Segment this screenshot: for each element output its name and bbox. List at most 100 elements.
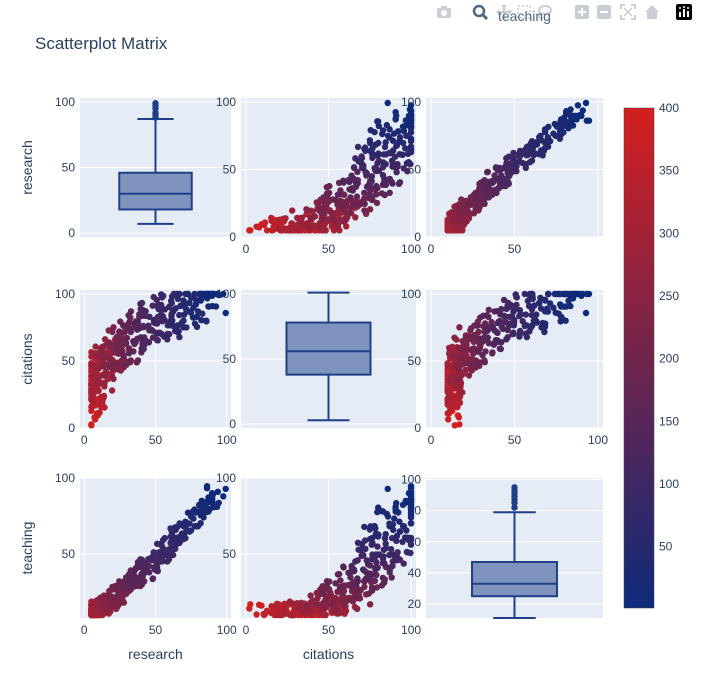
scatter-point xyxy=(193,323,201,330)
y-tick-label: 50 xyxy=(408,354,422,368)
scatter-point xyxy=(314,601,322,608)
scatter-teaching-vs-research xyxy=(88,483,229,619)
scatter-point xyxy=(340,563,347,570)
camera-icon[interactable] xyxy=(436,4,452,20)
scatter-point xyxy=(361,537,369,544)
scatter-point xyxy=(354,539,362,546)
scatter-point xyxy=(127,308,135,315)
scatter-point xyxy=(407,102,415,109)
scatter-point xyxy=(320,215,327,222)
scatter-point xyxy=(451,334,458,341)
scatter-point xyxy=(184,290,192,298)
scatter-point xyxy=(323,193,331,200)
zoom-out-icon[interactable] xyxy=(596,4,612,20)
scatter-point xyxy=(407,107,415,114)
scatter-point xyxy=(583,117,590,124)
scatter-point xyxy=(373,182,380,190)
plotly-logo-icon[interactable] xyxy=(676,4,692,20)
scatter-point xyxy=(563,109,570,116)
scatter-point xyxy=(330,227,338,234)
scatter-point xyxy=(582,309,590,317)
scatter-point xyxy=(332,580,339,587)
y-tick-label: 100 xyxy=(55,471,75,485)
scatter-point xyxy=(388,157,396,164)
scatter-point xyxy=(380,546,387,553)
scatter-point xyxy=(151,316,158,324)
scatter-point xyxy=(528,290,536,298)
scatter-point xyxy=(176,333,183,341)
scatter-point xyxy=(341,601,348,608)
scatter-point xyxy=(108,387,116,394)
zoom-icon[interactable] xyxy=(472,4,488,20)
scatter-point xyxy=(579,107,586,114)
scatter-point xyxy=(212,503,220,510)
scatter-point xyxy=(246,227,253,234)
scatter-point xyxy=(367,523,374,530)
scatter-point xyxy=(574,102,582,109)
scatter-point xyxy=(531,302,538,309)
scatter-point xyxy=(396,179,404,186)
scatter-research-vs-citations xyxy=(246,99,415,234)
scatter-point xyxy=(134,325,142,333)
scatter-point xyxy=(379,127,387,134)
zoom-in-icon[interactable] xyxy=(574,4,590,20)
scatter-point xyxy=(503,336,510,343)
scatter-point xyxy=(305,221,312,228)
scatter-point xyxy=(378,190,386,197)
scatter-point xyxy=(205,290,212,298)
scatter-point xyxy=(326,182,333,190)
reset-axes-icon[interactable] xyxy=(644,4,660,20)
scatter-point xyxy=(172,305,179,312)
x-axis-title-research: research xyxy=(128,646,182,662)
scatter-point xyxy=(355,201,362,209)
scatter-point xyxy=(125,350,133,357)
colorbar-tick-label: 250 xyxy=(659,289,679,303)
scatter-point xyxy=(387,546,395,553)
scatter-point xyxy=(150,293,157,301)
scatter-point xyxy=(456,345,463,352)
box-select-icon[interactable] xyxy=(516,4,532,20)
x-tick-label: 100 xyxy=(401,242,421,256)
scatter-point xyxy=(160,292,167,300)
lasso-icon[interactable] xyxy=(536,4,552,20)
scatter-point xyxy=(174,328,181,336)
x-tick-label: 50 xyxy=(322,242,336,256)
scatter-point xyxy=(276,216,283,223)
scatter-point xyxy=(489,350,496,357)
scatter-point xyxy=(391,515,398,522)
y-tick-label: 50 xyxy=(223,352,237,366)
scatter-point xyxy=(375,150,382,157)
scatter-point xyxy=(521,290,528,298)
pan-icon[interactable] xyxy=(496,4,512,20)
scatter-point xyxy=(345,594,353,601)
scatter-point xyxy=(400,560,407,567)
scatter-point xyxy=(455,366,463,373)
scatter-point xyxy=(260,221,268,228)
scatter-point xyxy=(253,611,260,618)
autoscale-icon[interactable] xyxy=(620,4,636,20)
scatter-point xyxy=(402,145,409,152)
scatter-point xyxy=(524,297,532,305)
scatter-point xyxy=(100,599,108,607)
scatter-point xyxy=(372,566,379,573)
scatter-point xyxy=(176,290,183,298)
x-tick-label: 0 xyxy=(428,242,435,256)
scatter-point xyxy=(523,333,531,341)
scatter-point xyxy=(373,571,380,579)
scatter-point xyxy=(127,582,134,589)
scatter-point xyxy=(149,575,157,582)
scatter-point xyxy=(393,537,400,544)
scatter-point xyxy=(303,602,310,610)
scatter-point xyxy=(366,206,374,213)
scatter-point xyxy=(510,322,518,329)
scatter-point xyxy=(489,324,497,331)
scatter-point xyxy=(193,313,200,320)
scatter-point xyxy=(544,308,552,315)
scatter-point xyxy=(191,290,198,298)
scatter-point xyxy=(533,311,540,318)
scatter-point xyxy=(540,147,548,154)
scatter-point xyxy=(314,595,321,602)
scatter-point xyxy=(157,311,165,318)
scatter-point xyxy=(182,518,189,525)
scatter-point xyxy=(375,167,383,174)
